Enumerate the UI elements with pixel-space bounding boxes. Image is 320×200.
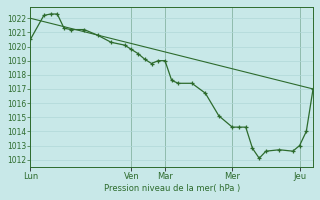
- X-axis label: Pression niveau de la mer( hPa ): Pression niveau de la mer( hPa ): [104, 184, 240, 193]
